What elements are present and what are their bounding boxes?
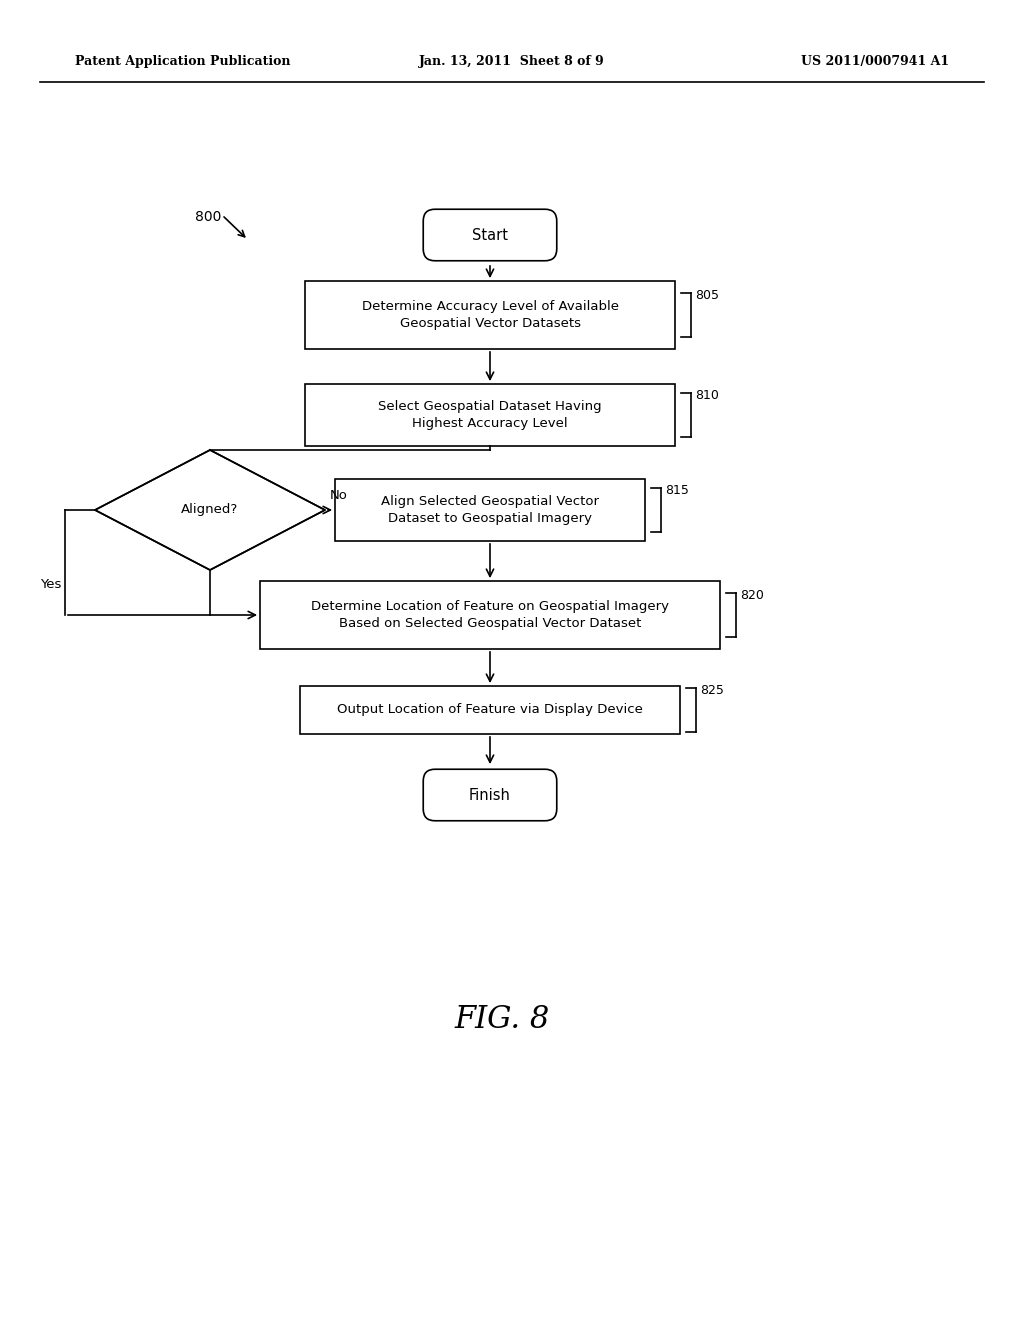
Polygon shape	[95, 450, 325, 570]
Text: Aligned?: Aligned?	[181, 503, 239, 516]
FancyBboxPatch shape	[423, 210, 557, 261]
Text: Patent Application Publication: Patent Application Publication	[75, 55, 291, 69]
Text: Output Location of Feature via Display Device: Output Location of Feature via Display D…	[337, 704, 643, 717]
Text: Finish: Finish	[469, 788, 511, 803]
Text: 805: 805	[695, 289, 719, 302]
Text: Start: Start	[472, 227, 508, 243]
Text: Determine Location of Feature on Geospatial Imagery
Based on Selected Geospatial: Determine Location of Feature on Geospat…	[311, 601, 669, 630]
Text: US 2011/0007941 A1: US 2011/0007941 A1	[801, 55, 949, 69]
Bar	[335, 479, 645, 541]
Bar	[305, 281, 675, 348]
Text: 825: 825	[700, 684, 724, 697]
Text: Determine Accuracy Level of Available
Geospatial Vector Datasets: Determine Accuracy Level of Available Ge…	[361, 300, 618, 330]
Text: FIG. 8: FIG. 8	[455, 1005, 550, 1035]
Text: No: No	[330, 488, 348, 502]
Bar	[300, 686, 680, 734]
Text: 820: 820	[740, 589, 764, 602]
Text: 810: 810	[695, 389, 719, 403]
Text: Yes: Yes	[40, 578, 61, 591]
Text: Select Geospatial Dataset Having
Highest Accuracy Level: Select Geospatial Dataset Having Highest…	[378, 400, 602, 430]
Text: Jan. 13, 2011  Sheet 8 of 9: Jan. 13, 2011 Sheet 8 of 9	[419, 55, 605, 69]
Text: 815: 815	[665, 484, 689, 498]
Bar	[305, 384, 675, 446]
FancyBboxPatch shape	[423, 770, 557, 821]
Text: Align Selected Geospatial Vector
Dataset to Geospatial Imagery: Align Selected Geospatial Vector Dataset…	[381, 495, 599, 525]
Text: 800: 800	[195, 210, 221, 224]
Bar	[260, 581, 720, 649]
